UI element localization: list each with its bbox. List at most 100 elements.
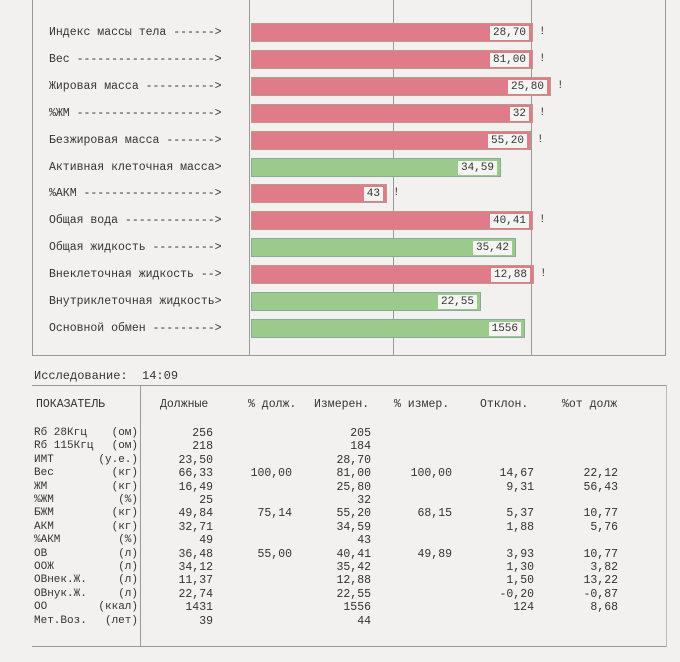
bar: 12,88 (251, 265, 534, 285)
bar-label: Основной обмен ---------> (49, 321, 222, 335)
table-cell: 10,77 (583, 547, 618, 561)
table-cell: 25,80 (336, 480, 371, 494)
column-header: Измерен. (314, 398, 370, 411)
warning-flag: ! (539, 52, 546, 65)
table-cell: 22,55 (336, 587, 371, 601)
row-unit: (ккал) (98, 601, 138, 614)
table-cell: 100,00 (250, 467, 292, 481)
table-cell: 34,12 (178, 561, 213, 574)
row-unit: (л) (118, 547, 138, 560)
table-cell: 32 (357, 494, 371, 507)
row-unit: (л) (118, 587, 138, 600)
row-unit: (%) (118, 494, 138, 506)
bar-label: Общая жидкость ---------> (49, 241, 222, 255)
row-label: Rб 115Кгц (ом) (34, 440, 138, 452)
table-cell: 75,14 (257, 507, 292, 521)
table-cell: 1,30 (506, 561, 534, 574)
row-name: Вес (34, 467, 54, 480)
bar: 28,70 (251, 23, 533, 42)
row-unit: (кг) (111, 507, 138, 520)
row-name: %АКМ (34, 534, 61, 547)
row-unit: (%) (118, 534, 138, 547)
bar-value: 25,80 (507, 79, 547, 94)
body-composition-chart: Индекс массы тела ------> 28,70! Вес -----… (32, 0, 666, 356)
row-unit: (кг) (111, 480, 138, 493)
table-cell: 22,12 (583, 467, 618, 481)
bar-label: %ЖМ --------------------> (49, 106, 222, 120)
table-cell: 55,00 (257, 547, 292, 561)
bar-value: 28,70 (489, 26, 529, 40)
bar: 1556 (251, 318, 525, 338)
table-cell: -0,87 (583, 587, 618, 601)
bar-label: Внеклеточная жидкость --> (49, 268, 222, 282)
table-cell: 13,22 (583, 574, 618, 588)
row-name: %ЖМ (34, 494, 54, 506)
row-name: ЖМ (34, 480, 48, 493)
warning-flag: ! (393, 187, 400, 200)
column-header: %от долж (562, 398, 618, 411)
table-cell: 68,15 (417, 507, 452, 521)
row-name: ООЖ (34, 561, 54, 573)
table-cell: 66,33 (178, 467, 213, 481)
study-time: 14:09 (142, 369, 179, 383)
table-cell: 14,67 (499, 467, 534, 481)
table-cell: 124 (513, 601, 534, 615)
bar-label: Жировая масса ----------> (49, 79, 222, 93)
table-cell: 39 (199, 614, 213, 628)
table-cell: 9,31 (506, 480, 534, 494)
table-cell: 49,89 (417, 547, 452, 561)
table-cell: 12,88 (336, 574, 371, 588)
column-header: % измер. (394, 398, 450, 411)
row-name: АКМ (34, 520, 54, 533)
row-label: Вес (кг) (34, 467, 138, 479)
table-cell: 256 (192, 427, 213, 440)
bar: 55,20 (251, 130, 531, 150)
row-label: БЖМ (кг) (34, 507, 138, 519)
bar-label: Индекс массы тела ------> (49, 26, 222, 39)
column-header: ПОКАЗАТЕЛЬ (36, 398, 106, 411)
table-cell: 218 (192, 440, 213, 454)
row-name: Rб 28Кгц (34, 427, 87, 439)
table-cell: 23,50 (178, 453, 213, 467)
row-name: ОВнек.Ж. (34, 574, 87, 587)
bar-label: Активная клеточная масса> (49, 160, 222, 174)
bar: 40,41 (251, 211, 533, 231)
row-unit: (ом) (111, 440, 138, 453)
bar-value: 32 (509, 106, 529, 121)
study-info: Исследование: 14:09 (34, 369, 178, 383)
bar-value: 35,42 (472, 241, 512, 256)
bar-value: 40,41 (489, 214, 529, 229)
table-cell: 5,37 (506, 507, 534, 521)
warning-flag: ! (540, 268, 547, 281)
row-unit: (лет) (104, 614, 138, 627)
row-label: ОВнек.Ж. (л) (34, 574, 138, 586)
row-label: Rб 28Кгц (ом) (34, 427, 138, 439)
table-cell: 56,43 (583, 480, 618, 494)
divider (249, 0, 250, 355)
row-label: ОВнук.Ж. (л) (34, 588, 138, 600)
table-cell: 36,48 (178, 547, 213, 561)
bar-value: 43 (363, 187, 383, 202)
table-cell: 1431 (185, 601, 213, 615)
row-label: ОВ (л) (34, 548, 138, 560)
bar: 22,55 (251, 292, 481, 311)
row-unit: (у.е.) (98, 453, 138, 466)
row-unit: (кг) (111, 467, 138, 480)
row-label: АКМ (кг) (34, 521, 138, 533)
table-cell: 49 (199, 534, 213, 548)
table-cell: 205 (350, 427, 371, 440)
row-name: ОВ (34, 547, 48, 560)
bar-value: 22,55 (437, 295, 477, 309)
table-cell: 11,37 (178, 574, 213, 588)
bar: 32 (251, 103, 533, 123)
divider (140, 386, 141, 646)
table-cell: 28,70 (336, 453, 371, 467)
table-cell: 1556 (343, 601, 371, 615)
divider (531, 0, 532, 355)
bar: 35,42 (251, 238, 516, 258)
table-cell: 1,50 (506, 574, 534, 588)
study-label: Исследование: (34, 369, 128, 383)
table-cell: 3,93 (506, 547, 534, 561)
row-unit: (ом) (111, 427, 138, 439)
table-cell: 35,42 (336, 561, 371, 574)
